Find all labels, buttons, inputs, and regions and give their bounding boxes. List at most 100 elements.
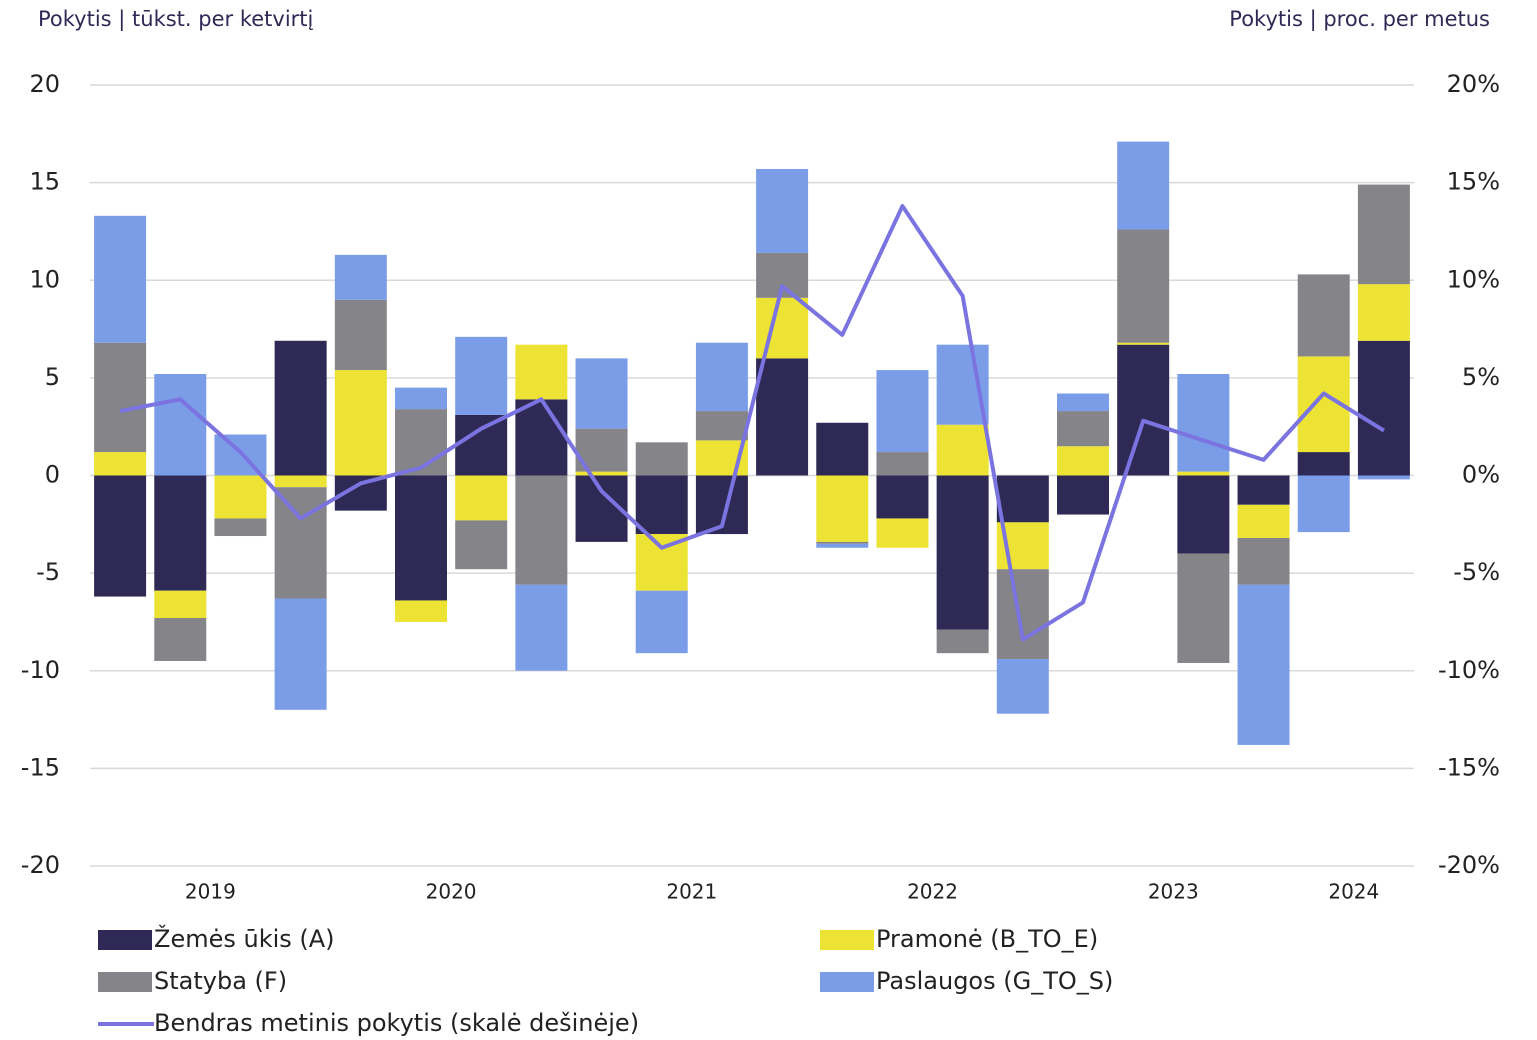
bar bbox=[1237, 537, 1290, 585]
bar bbox=[154, 475, 207, 591]
bar bbox=[274, 475, 327, 488]
bar bbox=[996, 569, 1049, 660]
legend-swatch bbox=[98, 972, 152, 992]
legend-label: Paslaugos (G_TO_S) bbox=[876, 967, 1113, 995]
y2-tick-label: -20% bbox=[1438, 851, 1500, 879]
bar bbox=[816, 541, 869, 544]
x-tick-label: 2021 bbox=[666, 880, 717, 904]
x-tick-label: 2020 bbox=[426, 880, 477, 904]
bar bbox=[1057, 411, 1109, 447]
bar bbox=[816, 475, 869, 542]
bar bbox=[94, 342, 147, 453]
bar bbox=[996, 475, 1049, 523]
y2-tick-label: 15% bbox=[1447, 168, 1500, 196]
y2-tick-label: -15% bbox=[1438, 753, 1500, 781]
bar bbox=[1357, 475, 1410, 480]
bar bbox=[334, 299, 387, 371]
bar bbox=[936, 475, 989, 630]
y-tick-label: -5 bbox=[36, 558, 60, 586]
bar bbox=[1117, 229, 1170, 343]
bar bbox=[1357, 184, 1410, 285]
bar bbox=[515, 584, 568, 671]
bar bbox=[274, 598, 327, 710]
bar bbox=[575, 358, 628, 429]
bar bbox=[1237, 504, 1290, 538]
bar bbox=[1297, 475, 1350, 533]
bar bbox=[1297, 274, 1350, 357]
bar bbox=[334, 254, 387, 300]
bar bbox=[936, 344, 989, 425]
bar bbox=[1357, 284, 1410, 341]
y-tick-label: 20 bbox=[29, 70, 60, 98]
y2-tick-label: -5% bbox=[1453, 558, 1500, 586]
bar bbox=[1297, 452, 1350, 476]
bar bbox=[695, 342, 748, 412]
bar bbox=[1177, 475, 1230, 554]
bar bbox=[635, 442, 688, 476]
bar bbox=[876, 370, 929, 453]
bar bbox=[274, 340, 327, 476]
bar bbox=[94, 215, 147, 343]
bar bbox=[1177, 471, 1230, 476]
x-tick-label: 2022 bbox=[907, 880, 958, 904]
bar bbox=[1117, 342, 1170, 345]
bar bbox=[1057, 393, 1109, 412]
bar bbox=[154, 618, 207, 661]
bar bbox=[876, 452, 929, 476]
x-tick-label: 2019 bbox=[185, 880, 236, 904]
bar bbox=[876, 475, 929, 519]
legend-label: Bendras metinis pokytis (skalė dešinėje) bbox=[154, 1009, 639, 1037]
y2-tick-label: -10% bbox=[1438, 656, 1500, 684]
bar bbox=[756, 358, 809, 476]
bar bbox=[274, 487, 327, 599]
bar bbox=[515, 399, 568, 476]
bar bbox=[515, 344, 568, 400]
bar bbox=[1177, 373, 1230, 472]
y2-axis-title: Pokytis | proc. per metus bbox=[1229, 7, 1490, 32]
bar bbox=[455, 336, 508, 415]
legend-swatch bbox=[820, 930, 874, 950]
bar bbox=[395, 600, 447, 622]
bar bbox=[515, 475, 568, 585]
legend-swatch bbox=[820, 972, 874, 992]
bar bbox=[1237, 584, 1290, 745]
bar bbox=[94, 475, 147, 597]
y2-tick-label: 20% bbox=[1447, 70, 1500, 98]
bar bbox=[395, 409, 447, 476]
line bbox=[119, 204, 1385, 642]
bar bbox=[334, 370, 387, 476]
bar bbox=[936, 629, 989, 654]
y-tick-label: -15 bbox=[21, 753, 60, 781]
bar bbox=[154, 373, 207, 476]
bar bbox=[695, 411, 748, 441]
y-tick-label: -20 bbox=[21, 851, 60, 879]
bar bbox=[936, 424, 989, 476]
y-tick-label: -10 bbox=[21, 656, 60, 684]
legend-label: Pramonė (B_TO_E) bbox=[876, 925, 1098, 953]
bar bbox=[816, 422, 869, 476]
bar bbox=[395, 387, 447, 410]
bar bbox=[214, 475, 267, 519]
bar bbox=[756, 297, 809, 359]
bar bbox=[455, 475, 508, 521]
bar bbox=[635, 475, 688, 535]
y2-tick-label: 10% bbox=[1447, 265, 1500, 293]
bar bbox=[1177, 553, 1230, 663]
bar bbox=[1117, 141, 1170, 230]
bar bbox=[756, 168, 809, 253]
bar bbox=[455, 520, 508, 570]
bar bbox=[1057, 475, 1109, 515]
legend-swatch bbox=[98, 930, 152, 950]
bar bbox=[455, 414, 508, 476]
bar bbox=[94, 452, 147, 476]
bar bbox=[996, 659, 1049, 714]
bar bbox=[816, 543, 869, 548]
legend-label: Statyba (F) bbox=[154, 967, 287, 995]
y-tick-label: 0 bbox=[45, 461, 60, 489]
y2-tick-label: 0% bbox=[1462, 461, 1500, 489]
x-tick-label: 2024 bbox=[1328, 880, 1379, 904]
bar bbox=[1057, 446, 1109, 476]
y-tick-label: 15 bbox=[29, 168, 60, 196]
legend-label: Žemės ūkis (A) bbox=[154, 924, 335, 953]
